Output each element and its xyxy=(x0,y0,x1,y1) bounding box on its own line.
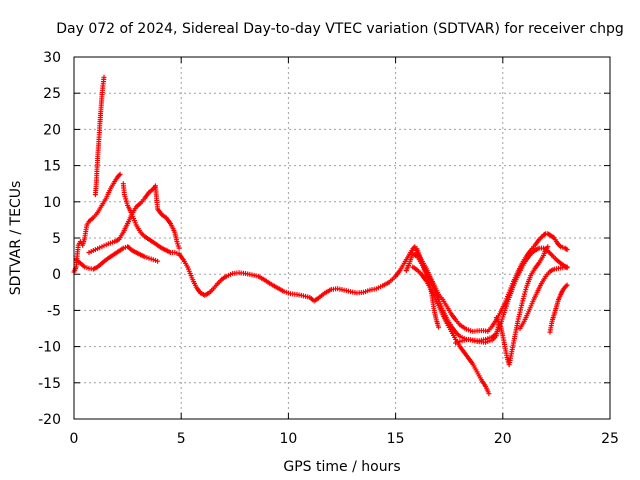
y-tick-label: 20 xyxy=(43,122,61,138)
y-tick-label: -15 xyxy=(38,376,61,392)
y-tick-label: 10 xyxy=(43,195,61,211)
x-axis-label: GPS time / hours xyxy=(283,459,400,475)
series-markers xyxy=(414,246,441,330)
series-arc-1 xyxy=(71,171,123,275)
y-tick-label: 30 xyxy=(43,50,61,66)
data-series xyxy=(71,74,570,397)
y-tick-label: 5 xyxy=(52,231,61,247)
series-markers xyxy=(453,322,501,346)
x-tick-label: 0 xyxy=(70,431,79,447)
series-arc-5 xyxy=(73,244,161,272)
y-tick-label: -5 xyxy=(47,303,61,319)
y-tick-label: 0 xyxy=(52,267,61,283)
series-markers xyxy=(73,244,161,272)
plot-frame xyxy=(73,56,611,420)
series-markers xyxy=(92,74,107,198)
series-arc-12 xyxy=(547,282,570,335)
series-arc-10 xyxy=(493,244,551,368)
x-tick-label: 10 xyxy=(279,431,297,447)
y-axis-label: SDTVAR / TECUs xyxy=(8,181,24,296)
series-markers xyxy=(517,264,570,331)
series-markers xyxy=(403,245,570,344)
series-arc-11 xyxy=(517,264,570,331)
y-tick-label: -10 xyxy=(38,340,61,356)
series-arc-2 xyxy=(92,74,107,198)
series-arc-6 xyxy=(403,245,570,344)
x-tick-label: 20 xyxy=(494,431,512,447)
series-arc-9 xyxy=(453,322,501,346)
x-tick-label: 25 xyxy=(601,431,619,447)
y-tick-label: -20 xyxy=(38,412,61,428)
series-arc-8 xyxy=(414,246,441,330)
series-arc-4 xyxy=(120,181,570,334)
y-tick-label: 25 xyxy=(43,86,61,102)
chart-title: Day 072 of 2024, Sidereal Day-to-day VTE… xyxy=(56,21,624,37)
x-tick-label: 5 xyxy=(177,431,186,447)
series-markers xyxy=(120,181,570,334)
series-markers xyxy=(71,171,123,275)
series-markers xyxy=(493,244,551,368)
x-tick-label: 15 xyxy=(387,431,405,447)
grid xyxy=(74,57,610,419)
series-markers xyxy=(547,282,570,335)
y-tick-label: 15 xyxy=(43,159,61,175)
